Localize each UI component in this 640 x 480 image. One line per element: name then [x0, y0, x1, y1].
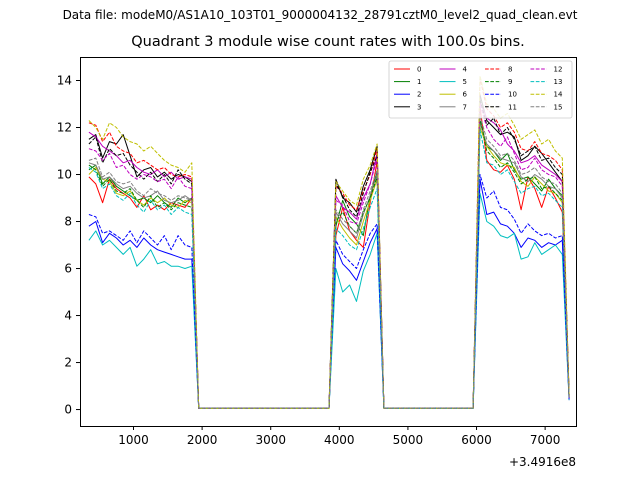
legend-label-13: 13: [554, 78, 563, 86]
series-line-1: [88, 120, 570, 409]
plot-area-frame: [80, 57, 577, 427]
legend-label-6: 6: [463, 91, 468, 99]
series-line-6: [88, 127, 570, 409]
series-line-11: [88, 98, 570, 409]
legend-label-5: 5: [463, 78, 467, 86]
legend-label-9: 9: [508, 78, 512, 86]
legend-label-11: 11: [508, 103, 517, 111]
series-line-13: [88, 129, 570, 409]
y-tick-label: 12: [57, 121, 72, 135]
x-tick-label: 4000: [324, 433, 355, 447]
y-tick-label: 0: [64, 403, 72, 417]
legend-box: [388, 60, 573, 119]
x-tick-label: 1000: [118, 433, 149, 447]
x-tick-label: 6000: [461, 433, 492, 447]
legend-label-15: 15: [554, 103, 563, 111]
series-line-15: [88, 115, 570, 409]
x-tick-label: 5000: [393, 433, 424, 447]
legend-label-3: 3: [417, 103, 421, 111]
series-line-7: [88, 122, 570, 409]
legend-label-1: 1: [417, 78, 421, 86]
legend-label-0: 0: [417, 66, 421, 74]
y-tick-label: 10: [57, 168, 72, 182]
y-tick-label: 8: [64, 215, 72, 229]
series-line-8: [88, 77, 570, 409]
y-tick-label: 4: [64, 309, 72, 323]
chart-title: Quadrant 3 module wise count rates with …: [131, 34, 525, 50]
series-line-12: [88, 103, 570, 409]
figure-suptitle: Data file: modeM0/AS1A10_103T01_90000041…: [62, 8, 578, 22]
legend-label-8: 8: [508, 66, 512, 74]
legend-label-4: 4: [463, 66, 468, 74]
y-tick-label: 2: [64, 356, 72, 370]
legend-label-12: 12: [554, 66, 563, 74]
y-tick-label: 6: [64, 262, 72, 276]
x-tick-label: 7000: [530, 433, 561, 447]
legend-label-2: 2: [417, 91, 421, 99]
legend-label-7: 7: [463, 103, 467, 111]
x-tick-label: 2000: [187, 433, 218, 447]
legend-label-14: 14: [554, 91, 563, 99]
series-line-3: [88, 94, 570, 409]
series-line-10: [88, 174, 570, 409]
series-line-0: [88, 105, 570, 409]
series-line-2: [88, 178, 570, 409]
x-tick-label: 3000: [255, 433, 286, 447]
y-tick-label: 14: [57, 74, 72, 88]
legend-label-10: 10: [508, 91, 517, 99]
series-line-5: [88, 192, 570, 409]
x-offset-label: +3.4916e8: [509, 455, 576, 469]
series-line-9: [88, 117, 570, 409]
series-line-4: [88, 101, 570, 409]
